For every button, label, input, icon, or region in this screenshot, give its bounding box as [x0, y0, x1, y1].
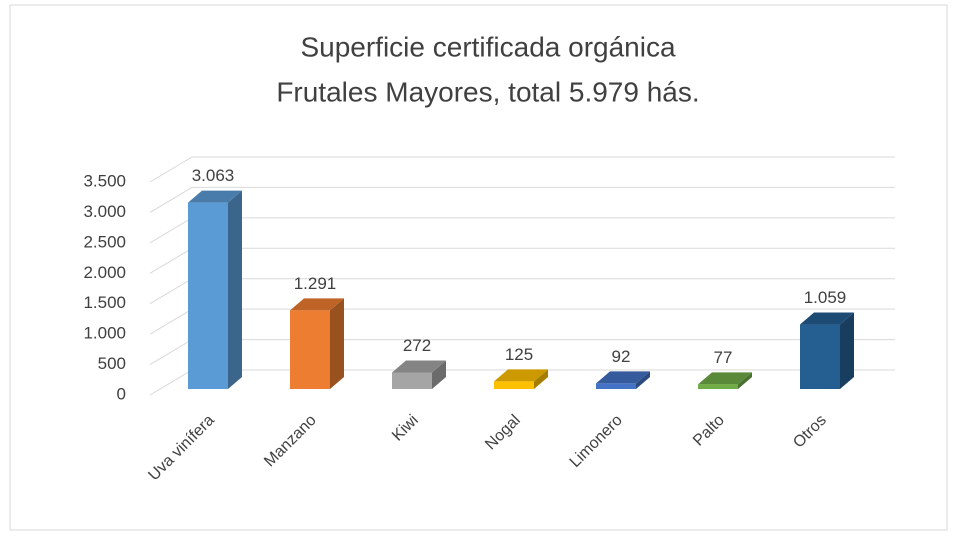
- bar: [290, 310, 330, 389]
- bar-side: [228, 190, 242, 389]
- bar: [188, 202, 228, 389]
- y-tick-label: 0: [117, 384, 126, 403]
- bar-top: [392, 360, 446, 373]
- grid-line: [149, 156, 895, 183]
- bar-top: [698, 372, 752, 385]
- data-label: 1.291: [294, 274, 337, 293]
- bar: [392, 372, 432, 389]
- bar-top: [596, 371, 650, 384]
- chart-border: [9, 4, 948, 531]
- y-tick-label: 3.500: [83, 171, 126, 190]
- data-label: 77: [714, 348, 733, 367]
- grid-line: [149, 186, 895, 213]
- data-label: 272: [403, 336, 431, 355]
- data-label: 3.063: [192, 166, 235, 185]
- bar-side: [432, 360, 446, 389]
- y-tick-label: 1.000: [83, 324, 126, 343]
- y-tick-label: 1.500: [83, 293, 126, 312]
- bar-side: [534, 369, 548, 389]
- y-tick-label: 2.000: [83, 263, 126, 282]
- bar-side: [840, 312, 854, 389]
- bar-side: [738, 372, 752, 389]
- chart-title: Superficie certificada orgánica: [300, 31, 676, 62]
- y-tick-label: 2.500: [83, 232, 126, 251]
- bar-top: [800, 312, 854, 325]
- y-tick-label: 500: [98, 354, 126, 373]
- bar: [800, 324, 840, 389]
- chart-subtitle: Frutales Mayores, total 5.979 hás.: [276, 76, 699, 107]
- bar-side: [636, 371, 650, 389]
- data-label: 1.059: [804, 288, 847, 307]
- bar: [596, 383, 636, 389]
- bar-side: [330, 298, 344, 389]
- bar-top: [290, 298, 344, 311]
- y-tick-label: 3.000: [83, 202, 126, 221]
- bar-top: [494, 369, 548, 382]
- bar-top: [188, 190, 242, 203]
- bar: [494, 381, 534, 389]
- bar: [698, 384, 738, 389]
- data-label: 125: [505, 345, 533, 364]
- data-label: 92: [612, 347, 631, 366]
